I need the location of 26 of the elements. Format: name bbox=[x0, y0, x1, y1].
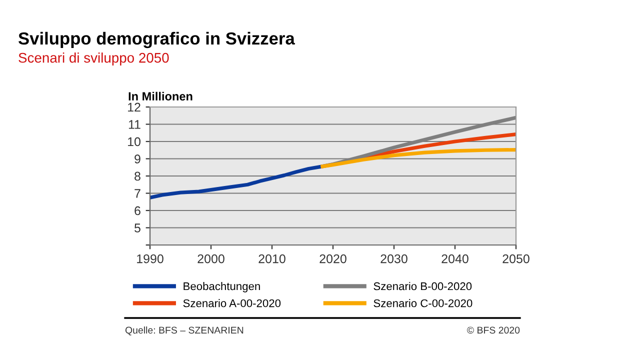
x-tick-label: 2050 bbox=[502, 254, 530, 264]
y-tick-label: 10 bbox=[128, 137, 140, 146]
x-tick-label: 2030 bbox=[380, 254, 408, 264]
legend-label: Szenario B-00-2020 bbox=[374, 282, 472, 290]
legend-label: Szenario C-00-2020 bbox=[374, 299, 472, 308]
text: © BFS 2020 bbox=[467, 326, 520, 334]
y-tick-label: 8 bbox=[134, 172, 140, 181]
source-note: Quelle: BFS – SZENARIEN bbox=[125, 326, 244, 336]
y-tick-label: 5 bbox=[134, 224, 140, 232]
y-tick-label: 12 bbox=[128, 102, 140, 112]
x-tick-label: 2000 bbox=[198, 254, 224, 264]
legend-label: Szenario A-00-2020 bbox=[183, 299, 281, 308]
y-tick-label: 11 bbox=[128, 120, 140, 129]
y-axis-title: In Millionen bbox=[128, 92, 192, 101]
y-tick-label: 7 bbox=[134, 189, 140, 198]
x-tick-label: 2010 bbox=[258, 254, 286, 264]
y-tick-label: 6 bbox=[134, 206, 140, 216]
x-tick-label: 2040 bbox=[442, 254, 468, 264]
chart-subtitle: Scenari di sviluppo 2050 bbox=[18, 52, 169, 66]
y-tick-label: 9 bbox=[134, 154, 140, 164]
x-tick-label: 1990 bbox=[137, 254, 164, 264]
line-series bbox=[150, 164, 323, 200]
legend-label: Beobachtungen bbox=[184, 282, 260, 292]
line-series bbox=[318, 148, 516, 168]
x-tick-label: 2020 bbox=[320, 254, 346, 264]
chart-title: Sviluppo demografico in Svizzera bbox=[18, 32, 295, 48]
